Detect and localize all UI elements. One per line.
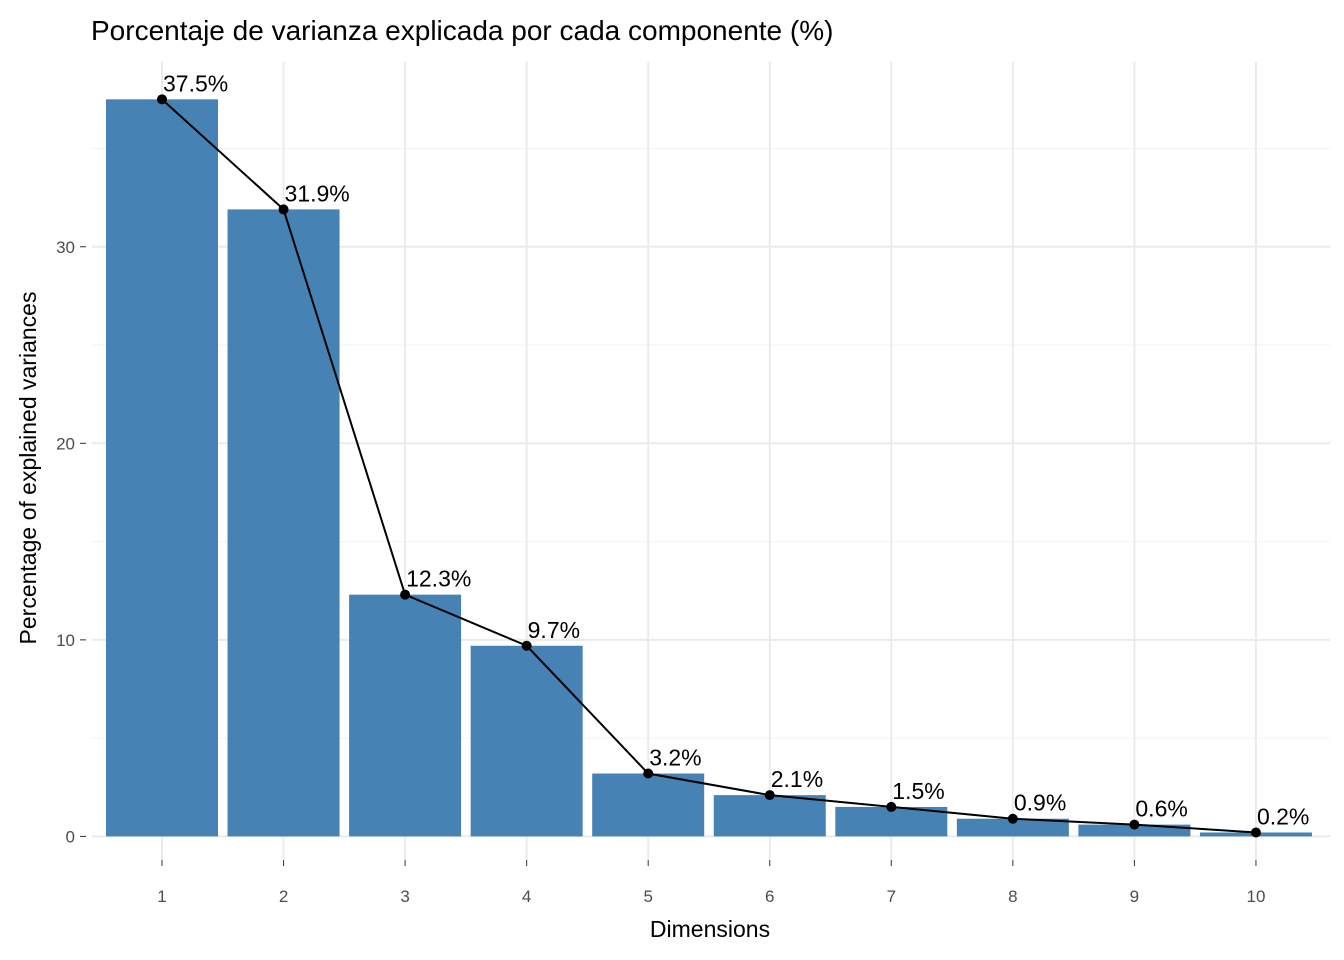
x-axis-label: Dimensions [650,916,770,942]
y-tick-label: 30 [56,238,75,257]
bar-5 [592,773,705,837]
point-4 [521,640,532,651]
y-tick-label: 10 [56,631,75,650]
data-label-4: 9.7% [528,617,580,643]
point-3 [400,589,411,600]
series-line [161,98,1257,834]
bars [106,99,1312,837]
x-tick-label: 10 [1246,887,1265,906]
point-2 [278,204,289,215]
bar-9 [1078,824,1191,837]
x-tick-label: 4 [522,887,531,906]
point-5 [643,768,654,779]
y-tick-label: 20 [56,434,75,453]
data-label-1: 37.5% [163,70,228,96]
data-label-5: 3.2% [649,745,701,771]
point-7 [886,801,897,812]
data-label-7: 1.5% [892,778,944,804]
chart-title: Porcentaje de varianza explicada por cad… [91,15,833,46]
y-tick-label: 0 [66,827,75,846]
bar-2 [227,209,340,837]
y-axis-label: Percentage of explained variances [15,292,41,645]
bar-1 [106,99,218,837]
data-labels: 37.5% 31.9% 12.3% 9.7% 3.2% 2.1% 1.5% 0.9% 0.6% 0… [163,70,1309,829]
x-tick-label: 8 [1008,887,1017,906]
x-tick-label: 9 [1130,887,1139,906]
axes: 0 10 20 30 1 2 3 4 5 6 7 8 9 10 [56,238,1265,906]
bar-6 [713,795,826,837]
data-label-3: 12.3% [406,566,471,592]
data-label-9: 0.6% [1135,796,1187,822]
x-tick-label: 6 [765,887,774,906]
bar-4 [470,645,583,837]
data-label-2: 31.9% [285,180,350,206]
data-label-10: 0.2% [1257,803,1309,829]
point-10 [1250,827,1261,838]
x-tick-label: 1 [157,887,166,906]
data-label-8: 0.9% [1014,790,1066,816]
point-9 [1129,819,1140,830]
point-6 [764,790,775,801]
line-series [157,94,1261,838]
bar-3 [349,594,462,837]
point-8 [1007,813,1018,824]
bar-8 [956,818,1069,837]
x-tick-label: 3 [400,887,409,906]
point-1 [157,94,167,105]
x-tick-label: 2 [279,887,288,906]
x-tick-label: 7 [887,887,896,906]
data-label-6: 2.1% [771,766,823,792]
x-tick-label: 5 [643,887,652,906]
